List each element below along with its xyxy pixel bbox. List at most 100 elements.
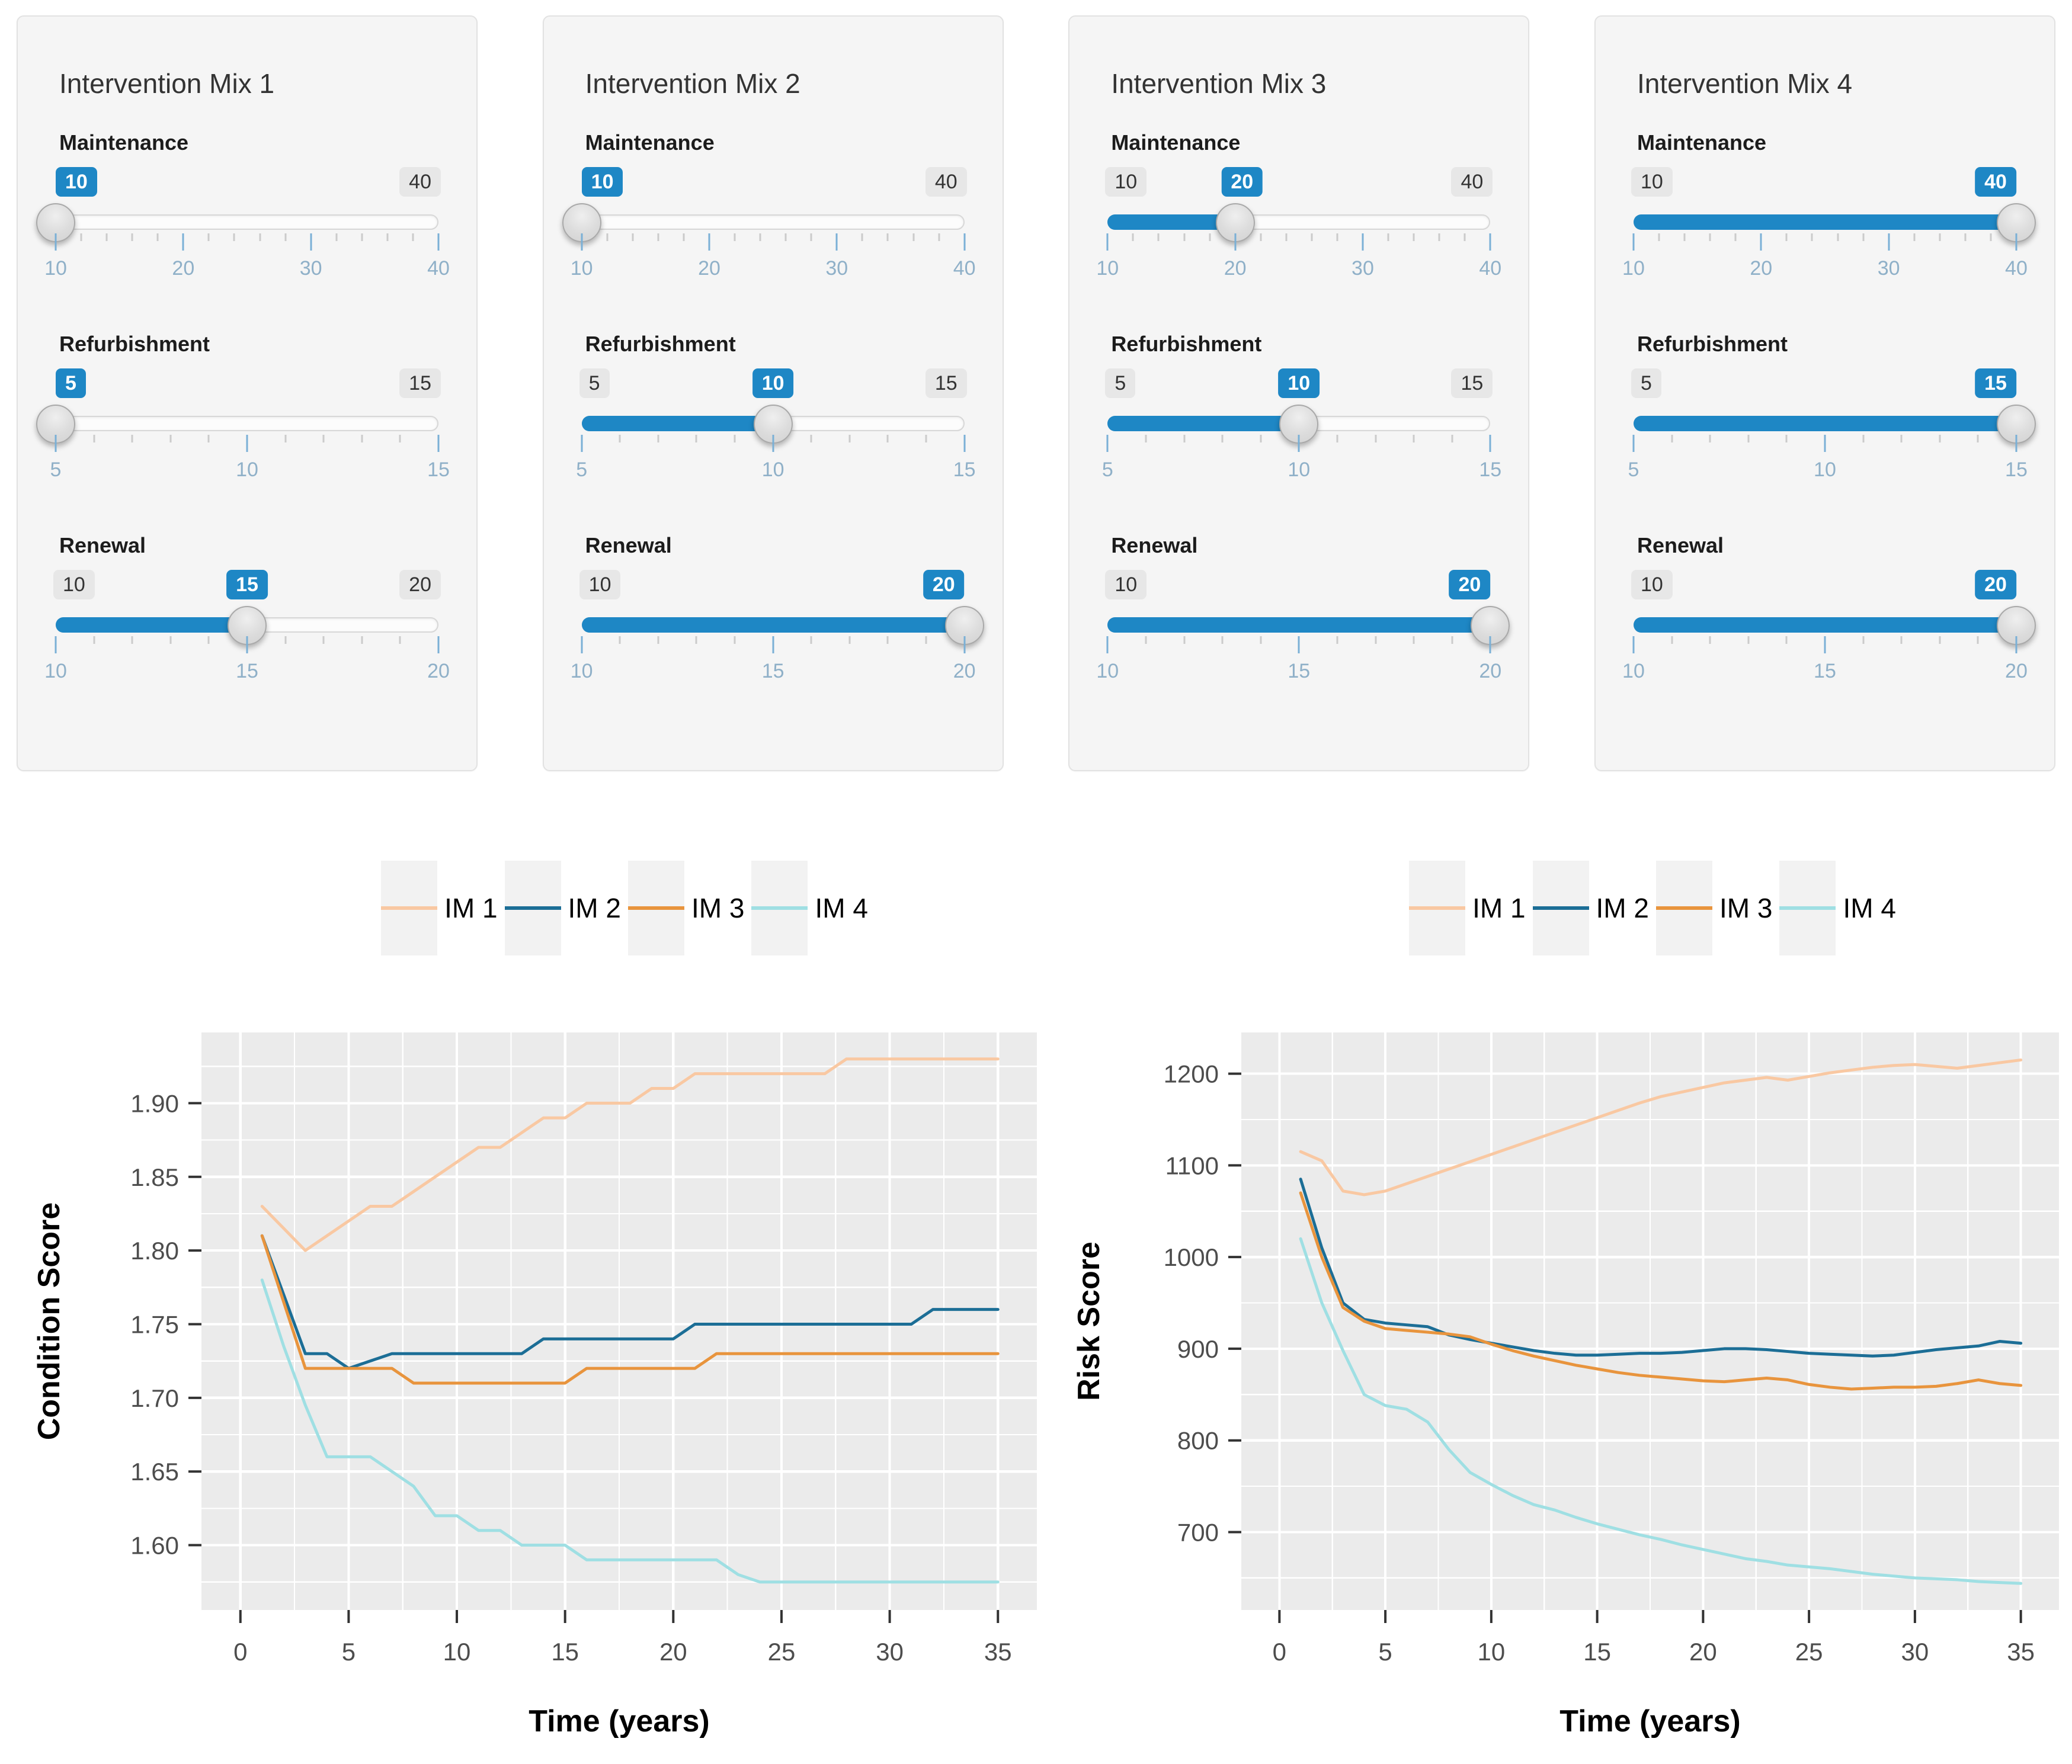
- slider-max-label: 20: [399, 570, 441, 599]
- legend-key: [1779, 861, 1836, 955]
- slider-tick-label: 10: [761, 458, 784, 481]
- slider-minor-tick: [1683, 233, 1686, 241]
- slider-minor-tick: [1862, 435, 1865, 442]
- slider-tick-label: 15: [1479, 458, 1502, 481]
- slider-major-tick: [2015, 435, 2017, 452]
- slider-minor-tick: [1157, 233, 1160, 241]
- slider-tick-label: 15: [427, 458, 450, 481]
- legend-item-im-1: IM 1: [381, 861, 504, 955]
- y-tick-label: 1200: [1164, 1060, 1219, 1088]
- slider-ticks: [55, 435, 440, 454]
- slider-major-tick: [310, 233, 312, 251]
- slider-minor-tick: [1221, 636, 1224, 644]
- legend-label: IM 3: [1719, 893, 1773, 923]
- slider-major-tick: [1824, 636, 1826, 653]
- slider-minor-tick: [1260, 636, 1262, 644]
- x-tick-label: 5: [342, 1638, 356, 1666]
- slider[interactable]: 40 10 10 20 30 40: [562, 167, 976, 306]
- slider-major-tick: [437, 435, 440, 452]
- slider-minor-tick: [1438, 233, 1440, 241]
- slider[interactable]: 10 20 10 15 20: [571, 570, 984, 708]
- slider-track[interactable]: [581, 214, 965, 230]
- slider[interactable]: 10 20 10 15 20: [1622, 570, 2036, 708]
- slider-max-label: 15: [1451, 368, 1493, 398]
- slider-minor-tick: [810, 435, 812, 442]
- slider[interactable]: 5 15 5 10 15: [1628, 368, 2036, 507]
- slider-major-tick: [1632, 636, 1635, 653]
- slider-minor-tick: [810, 233, 812, 241]
- y-tick-label: 1100: [1165, 1152, 1219, 1179]
- slider[interactable]: 40 10 10 20 30 40: [36, 167, 450, 306]
- slider-tick-label: 10: [1622, 257, 1645, 280]
- slider-track[interactable]: [56, 416, 438, 431]
- slider-track[interactable]: [56, 214, 438, 230]
- slider[interactable]: 10 20 10 15 20: [1096, 570, 1510, 708]
- slider-value-label: 40: [1975, 167, 2016, 197]
- series-line-im-4: [1299, 1237, 2023, 1585]
- slider-minor-tick: [1451, 435, 1453, 442]
- slider-minor-tick: [284, 636, 287, 644]
- slider-label: Refurbishment: [1637, 332, 1788, 356]
- slider-ticks: [1106, 435, 1491, 454]
- slider-minor-tick: [259, 233, 261, 241]
- slider[interactable]: 15 5 5 10 15: [36, 368, 450, 507]
- slider-min-label: 10: [1105, 570, 1147, 599]
- slider-minor-tick: [606, 233, 609, 241]
- legend-key: [381, 861, 438, 955]
- slider-minor-tick: [1209, 233, 1211, 241]
- slider-minor-tick: [1747, 636, 1750, 644]
- slider-major-tick: [1824, 435, 1826, 452]
- slider-handle[interactable]: [1996, 203, 2036, 242]
- slider-track[interactable]: [1633, 617, 2016, 633]
- slider-track[interactable]: [1633, 214, 2016, 230]
- legend-item-im-3: IM 3: [1656, 861, 1779, 955]
- slider-minor-tick: [1671, 636, 1673, 644]
- slider-minor-tick: [1939, 435, 1941, 442]
- slider-track[interactable]: [1633, 416, 2016, 431]
- y-tick-label: 1.90: [130, 1089, 179, 1117]
- slider-tick-label: 30: [299, 257, 322, 280]
- slider[interactable]: 10 40 20 10 20 30 40: [1096, 167, 1501, 306]
- panel-intervention-mix-4: Intervention Mix 4 Maintenance 10 40 10 20 30 4…: [1594, 15, 2055, 771]
- slider-track[interactable]: [581, 617, 965, 633]
- y-tick-label: 700: [1177, 1518, 1219, 1546]
- x-tick-label: 15: [551, 1638, 579, 1666]
- slider[interactable]: 5 15 10 5 10 15: [576, 368, 976, 507]
- legend-key: [1532, 861, 1589, 955]
- slider-refurbishment: Refurbishment 5 15 5 10 15: [1628, 332, 2036, 507]
- slider-major-tick: [708, 233, 710, 251]
- slider-value-label: 10: [56, 167, 97, 197]
- slider-minor-tick: [861, 233, 863, 241]
- slider-tick-labels: 5 10 15: [50, 458, 450, 485]
- slider-value-label: 5: [56, 368, 86, 398]
- slider-minor-tick: [131, 435, 133, 442]
- slider-ticks: [581, 233, 966, 252]
- legend-label: IM 2: [1596, 893, 1649, 923]
- slider-minor-tick: [1671, 435, 1673, 442]
- slider[interactable]: 5 15 10 5 10 15: [1102, 368, 1501, 507]
- slider-ticks: [55, 636, 440, 655]
- condition-score-chart: IM 1 IM 2 IM 3 IM 4 0 5 10 15 20 25 30 35 1.60 1.65 1.…: [24, 858, 1055, 1764]
- slider-track-fill: [581, 617, 962, 633]
- intervention-mix-panels: Intervention Mix 1 Maintenance 40 10 10 20 30 4…: [17, 15, 2055, 771]
- chart-plot: 0 5 10 15 20 25 30 35 1.60 1.65 1.70 1.75 1.80 1.85 1.…: [32, 1032, 1037, 1739]
- slider[interactable]: 10 40 10 20 30 40: [1622, 167, 2036, 306]
- x-tick-label: 30: [1901, 1638, 1929, 1666]
- y-tick-label: 1.80: [130, 1237, 179, 1265]
- slider[interactable]: 10 20 15 10 15 20: [44, 570, 450, 708]
- slider-minor-tick: [1862, 636, 1865, 644]
- slider-minor-tick: [784, 233, 787, 241]
- series-line-im-2: [260, 1234, 1000, 1370]
- slider-ticks: [581, 636, 966, 655]
- slider-tick-label: 10: [1622, 660, 1645, 682]
- slider-track[interactable]: [1107, 214, 1491, 230]
- slider-minor-tick: [1709, 435, 1711, 442]
- slider-major-tick: [772, 435, 774, 452]
- slider-minor-tick: [322, 435, 325, 442]
- panel-intervention-mix-3: Intervention Mix 3 Maintenance 10 40 20 10 20 3…: [1068, 15, 1530, 771]
- legend-item-im-3: IM 3: [628, 861, 751, 955]
- slider-minor-tick: [1785, 233, 1788, 241]
- slider-track[interactable]: [1107, 617, 1491, 633]
- slider-tick-labels: 5 10 15: [576, 458, 975, 485]
- slider-minor-tick: [1658, 233, 1660, 241]
